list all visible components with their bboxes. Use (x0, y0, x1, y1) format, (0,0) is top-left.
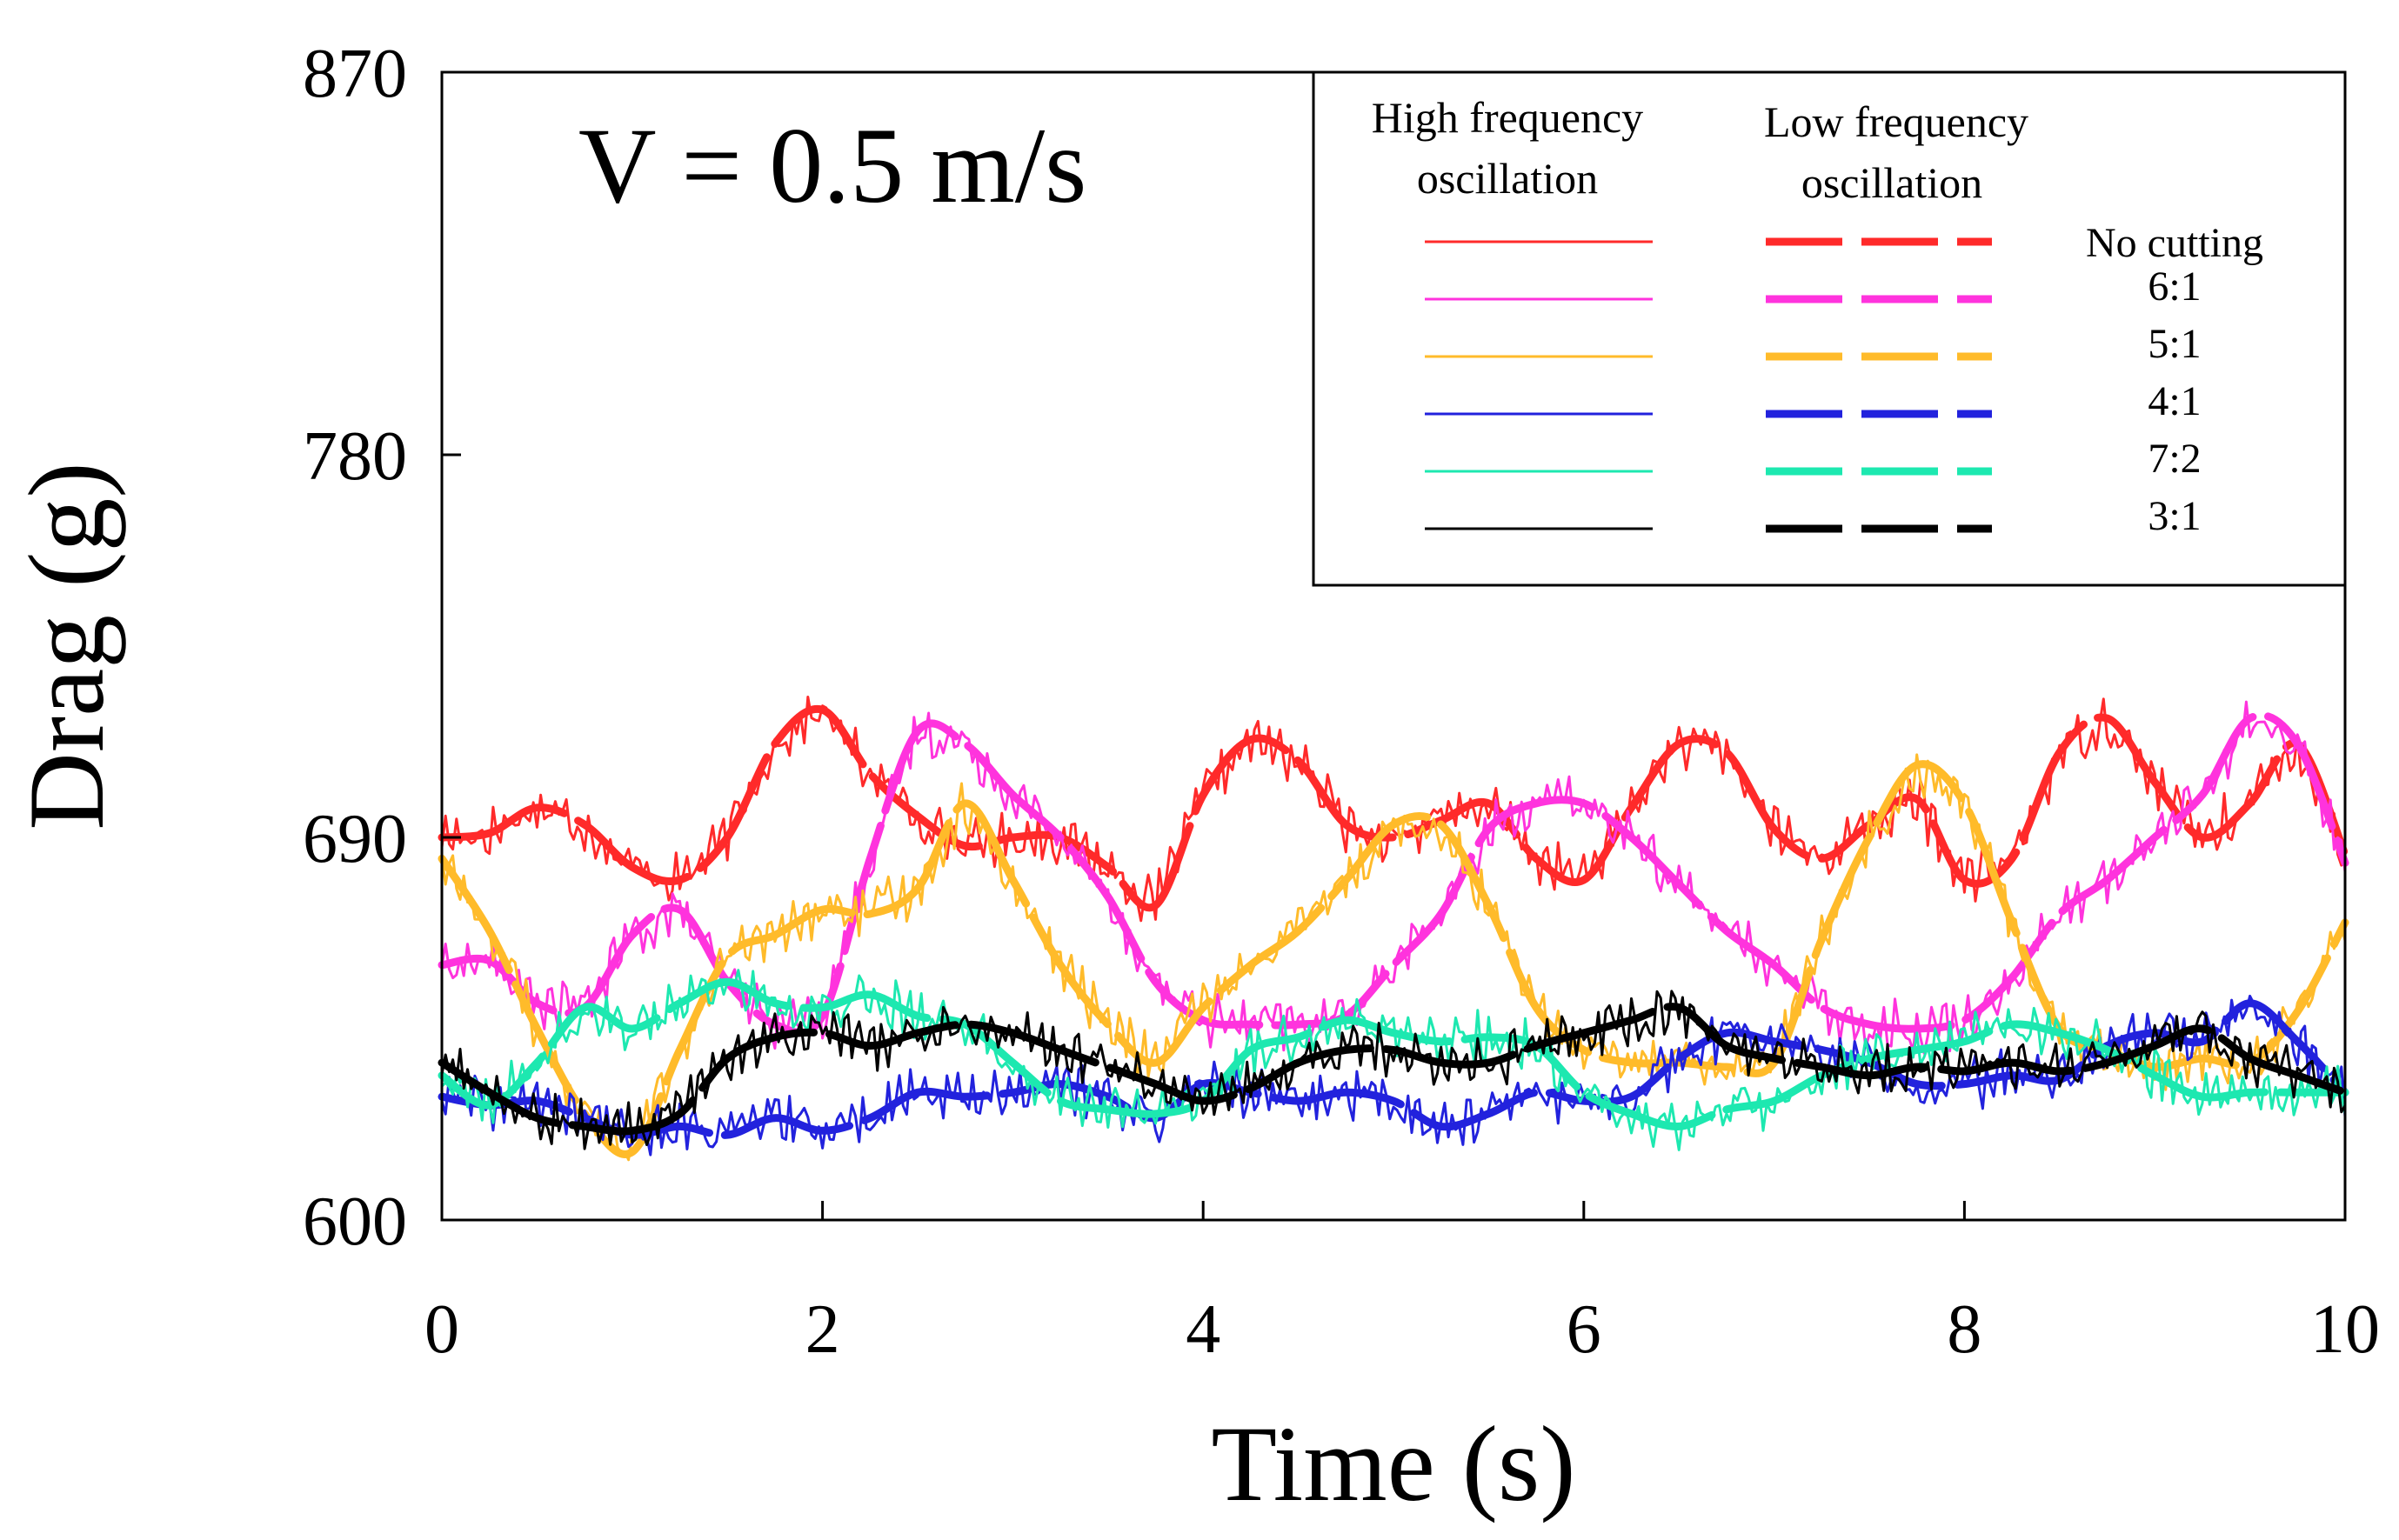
x-tick-label: 2 (805, 1291, 840, 1368)
high-frequency-series-line (440, 696, 2347, 923)
low-frequency-series-line (438, 760, 2349, 1158)
low-frequency-series-line (438, 977, 2349, 1130)
x-tick-label: 8 (1947, 1291, 1981, 1368)
x-tick-label: 10 (2310, 1291, 2380, 1368)
legend-label: 7:2 (2148, 436, 2201, 482)
y-axis-ticks: 600 690 780 870 (303, 36, 461, 1260)
legend-label: 6:1 (2148, 263, 2201, 310)
low-frequency-series-line (438, 1003, 2349, 1136)
legend-label: 3:1 (2148, 493, 2201, 539)
y-tick-label: 600 (303, 1183, 407, 1260)
legend-header-low-line2: oscillation (1801, 158, 1982, 207)
legend-label: No cutting (2086, 220, 2263, 266)
x-axis-ticks: 0 2 4 6 8 10 (424, 1201, 2380, 1368)
x-tick-label: 0 (424, 1291, 459, 1368)
legend-box (1312, 70, 2347, 587)
legend-label: 5:1 (2148, 321, 2201, 367)
y-axis-label: Drag (g) (7, 462, 126, 830)
y-tick-label: 690 (303, 801, 407, 877)
low-frequency-series-line (438, 711, 2349, 1037)
x-tick-label: 6 (1567, 1291, 1601, 1368)
data-curves (438, 696, 2349, 1162)
y-tick-label: 780 (303, 418, 407, 495)
x-tick-label: 4 (1186, 1291, 1220, 1368)
y-tick-label: 870 (303, 36, 407, 112)
low-frequency-series-line (438, 704, 2349, 912)
legend-label: 4:1 (2148, 378, 2201, 424)
legend: High frequency oscillation Low frequency… (1312, 70, 2347, 587)
speed-annotation: V = 0.5 m/s (578, 106, 1086, 225)
legend-header-low-line1: Low frequency (1764, 97, 2028, 146)
legend-header-high-line1: High frequency (1372, 93, 1643, 142)
low-frequency-series-line (438, 999, 2349, 1139)
x-axis-label: Time (s) (1211, 1404, 1575, 1523)
legend-header-high-line2: oscillation (1417, 154, 1598, 203)
